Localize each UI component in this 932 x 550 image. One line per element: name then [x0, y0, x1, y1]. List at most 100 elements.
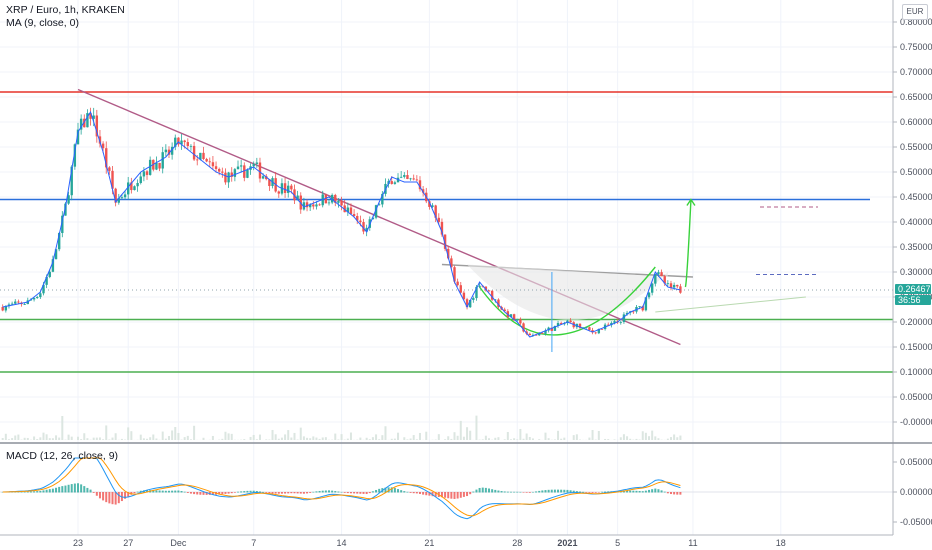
macd-histogram-bar — [547, 489, 550, 493]
macd-histogram-bar — [450, 492, 453, 499]
macd-histogram-bar — [544, 490, 547, 493]
volume-bar — [346, 438, 349, 440]
candle-body — [475, 286, 478, 299]
candle-body — [293, 189, 296, 201]
volume-bar — [604, 438, 607, 440]
macd-histogram-bar — [221, 492, 224, 495]
volume-bar — [48, 438, 51, 440]
currency-button[interactable]: EUR — [902, 4, 928, 20]
volume-bar — [666, 438, 669, 440]
volume-bar — [4, 433, 7, 440]
candle-body — [133, 186, 136, 191]
candle-body — [585, 327, 588, 329]
volume-bar — [174, 426, 177, 440]
macd-histogram-bar — [453, 492, 456, 499]
candle-body — [192, 145, 196, 160]
macd-histogram-bar — [550, 489, 553, 493]
projected-support-line — [655, 296, 806, 313]
volume-bar — [654, 436, 657, 440]
candle-body — [67, 195, 70, 204]
macd-histogram-bar — [557, 489, 560, 493]
macd-histogram-bar — [522, 492, 525, 493]
candle-body — [108, 167, 111, 171]
volume-bar — [572, 435, 575, 440]
macd-histogram-bar — [428, 492, 431, 496]
macd-histogram-bar — [632, 490, 635, 493]
candle-body — [356, 215, 359, 221]
candle-body — [86, 113, 89, 128]
candle-body — [443, 234, 447, 249]
macd-histogram-bar — [566, 489, 569, 493]
macd-histogram-bar — [393, 488, 396, 493]
volume-bar — [287, 430, 290, 440]
volume-bar — [243, 439, 246, 440]
volume-bar — [258, 434, 261, 440]
volume-bar — [525, 433, 528, 440]
macd-histogram-bar — [353, 492, 356, 494]
volume-bar — [371, 437, 374, 440]
macd-histogram-bar — [669, 492, 672, 495]
volume-bar — [284, 434, 287, 440]
macd-histogram-bar — [51, 488, 54, 493]
volume-bar — [186, 435, 189, 440]
candle-body — [330, 194, 334, 203]
macd-histogram-bar — [309, 492, 312, 493]
volume-bar — [522, 438, 525, 440]
volume-bar — [641, 431, 644, 440]
candle-body — [14, 301, 17, 304]
macd-histogram-bar — [591, 492, 594, 493]
candle-body — [371, 217, 375, 220]
candle-body — [76, 129, 80, 145]
macd-histogram-bar — [280, 492, 283, 494]
macd-histogram-bar — [95, 492, 98, 496]
volume-bar — [444, 439, 447, 440]
volume-bar — [575, 434, 578, 440]
candle-body — [70, 166, 73, 196]
candle-body — [478, 285, 481, 287]
volume-bar — [425, 431, 428, 440]
candle-body — [418, 180, 422, 190]
candle-body — [412, 178, 415, 180]
candle-body — [155, 162, 158, 170]
y-tick-label: 0.60000 — [900, 117, 932, 127]
macd-histogram-bar — [302, 492, 305, 494]
volume-bar — [306, 437, 309, 440]
macd-histogram-bar — [588, 492, 591, 493]
candle-body — [36, 297, 39, 299]
volume-bar — [221, 438, 224, 440]
candle-body — [214, 166, 218, 169]
macd-histogram-bar — [519, 491, 522, 493]
volume-bar — [202, 437, 205, 440]
y-tick-label: 0.15000 — [900, 342, 932, 352]
candle-body — [660, 272, 663, 277]
macd-histogram-bar — [167, 490, 170, 493]
candle-body — [484, 286, 488, 291]
macd-y-tick-label: 0.05000 — [900, 457, 932, 467]
macd-histogram-bar — [290, 492, 293, 494]
macd-histogram-bar — [249, 490, 252, 493]
candle-body — [98, 136, 102, 144]
candle-body — [462, 292, 466, 300]
candle-body — [406, 175, 409, 180]
macd-histogram-bar — [111, 492, 114, 505]
x-tick-label: 11 — [688, 538, 697, 548]
macd-histogram-bar — [484, 487, 487, 493]
volume-bar — [450, 438, 453, 440]
macd-histogram-bar — [503, 491, 506, 493]
macd-histogram-bar — [528, 492, 531, 493]
macd-histogram-bar — [676, 492, 679, 495]
macd-histogram-bar — [604, 491, 607, 493]
macd-histogram-bar — [312, 491, 315, 493]
macd-histogram-bar — [58, 486, 61, 493]
macd-histogram-bar — [146, 490, 149, 493]
volume-bar — [349, 432, 352, 440]
macd-histogram-bar — [183, 491, 186, 493]
macd-histogram-bar — [199, 492, 202, 495]
ma-line — [2, 110, 681, 338]
volume-bar — [506, 432, 509, 440]
x-tick-label: 21 — [424, 538, 434, 548]
candle-body — [431, 205, 434, 207]
candle-body — [57, 233, 61, 250]
volume-bar — [679, 435, 682, 440]
